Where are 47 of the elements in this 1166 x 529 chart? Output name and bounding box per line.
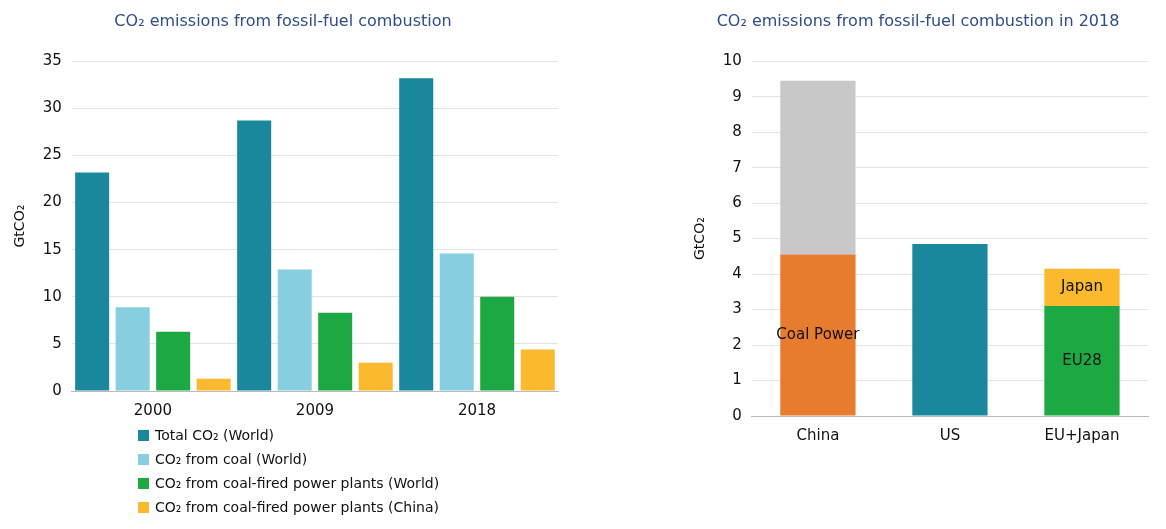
chart-title: CO₂ emissions from fossil-fuel combustion xyxy=(114,10,452,30)
y-tick-label: 5 xyxy=(732,228,742,247)
bar xyxy=(277,269,312,391)
y-tick-label: 3 xyxy=(732,299,742,318)
y-tick-label: 5 xyxy=(52,333,62,352)
y-tick-label: 20 xyxy=(42,192,62,211)
y-tick-label: 10 xyxy=(42,286,62,305)
bar xyxy=(399,78,434,391)
legend-label: CO₂ from coal-fired power plants (China) xyxy=(155,499,439,515)
y-tick-label: 4 xyxy=(732,263,742,282)
x-tick-label: China xyxy=(796,425,840,444)
y-tick-label: 30 xyxy=(42,98,62,117)
x-tick-label: 2018 xyxy=(457,400,497,419)
legend-label: CO₂ from coal (World) xyxy=(155,451,308,467)
y-tick-label: 0 xyxy=(52,380,62,399)
bar xyxy=(115,307,150,391)
y-tick-label: 35 xyxy=(42,51,62,70)
x-tick-label: 2000 xyxy=(133,400,172,419)
bar xyxy=(318,312,353,391)
x-tick-label: 2009 xyxy=(295,400,335,419)
y-tick-label: 2 xyxy=(732,334,742,353)
bar xyxy=(156,331,191,391)
y-tick-label: 6 xyxy=(732,193,742,212)
bar xyxy=(237,120,272,391)
y-tick-label: 10 xyxy=(722,51,742,70)
series-label: Japan xyxy=(1060,277,1103,296)
bar xyxy=(439,253,474,391)
y-tick-label: 1 xyxy=(732,370,742,389)
bar xyxy=(520,349,555,391)
y-axis-title: GtCO₂ xyxy=(691,217,708,260)
bar xyxy=(480,296,515,391)
y-tick-label: 7 xyxy=(732,157,742,176)
y-tick-label: 15 xyxy=(42,239,62,258)
y-tick-label: 8 xyxy=(732,122,742,141)
x-tick-label: EU+Japan xyxy=(1044,425,1120,444)
legend-label: Total CO₂ (World) xyxy=(155,427,275,443)
y-axis-title: GtCO₂ xyxy=(11,204,28,248)
y-tick-label: 0 xyxy=(732,405,742,424)
y-tick-label: 25 xyxy=(42,145,62,164)
chart-title: CO₂ emissions from fossil-fuel combustion in 2018 xyxy=(716,10,1120,30)
series-label: EU28 xyxy=(1062,350,1102,369)
legend-label: CO₂ from coal-fired power plants (World) xyxy=(155,475,440,491)
y-tick-label: 9 xyxy=(732,86,742,105)
x-tick-label: US xyxy=(939,425,961,444)
bar xyxy=(358,362,393,391)
bar xyxy=(196,378,231,391)
bar xyxy=(75,172,110,391)
